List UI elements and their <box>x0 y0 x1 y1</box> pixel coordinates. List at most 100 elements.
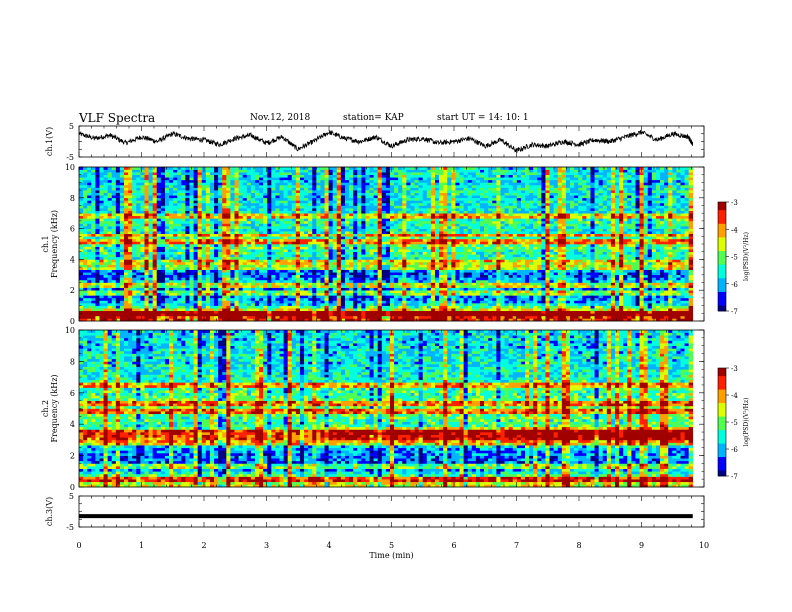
spectrogram-cell <box>87 316 91 319</box>
spectrogram-cell <box>345 303 349 306</box>
spectrogram-cell <box>243 290 247 293</box>
spectrogram-cell <box>112 295 116 298</box>
spectrogram-cell <box>357 308 361 311</box>
spectrogram-cell <box>525 295 529 298</box>
spectrogram-cell <box>247 303 251 306</box>
spectrogram-cell <box>361 308 365 311</box>
spectrogram-cell <box>451 316 455 319</box>
spectrogram-cell <box>230 311 234 314</box>
spectrogram-cell <box>157 300 161 303</box>
spectrogram-cell <box>222 311 226 314</box>
spectrogram-cell <box>99 306 103 309</box>
spectrogram-cell <box>136 306 140 309</box>
spectrogram-cell <box>468 298 472 301</box>
spectrogram-cell <box>333 293 337 296</box>
spectrogram-cell <box>545 308 549 311</box>
spectrogram-cell <box>341 298 345 301</box>
spectrogram-cell <box>668 306 672 309</box>
spectrogram-cell <box>460 308 464 311</box>
spectrogram-cell <box>644 303 648 306</box>
spectrogram-cell <box>357 316 361 319</box>
spectrogram-cell <box>644 298 648 301</box>
spectrogram-cell <box>284 293 288 296</box>
spectrogram-cell <box>419 313 423 316</box>
spectrogram-cell <box>206 313 210 316</box>
spectrogram-cell <box>590 311 594 314</box>
spectrogram-cell <box>439 300 443 303</box>
spectrogram-cell <box>500 293 504 296</box>
spectrogram-cell <box>410 298 414 301</box>
spectrogram-cell <box>230 306 234 309</box>
spectrogram-cell <box>631 300 635 303</box>
spectrogram-cell <box>337 313 341 316</box>
spectrogram-cell <box>460 316 464 319</box>
spectrogram-cell <box>157 298 161 301</box>
spectrogram-cell <box>439 293 443 296</box>
spectrogram-cell <box>443 306 447 309</box>
spectrogram-cell <box>263 298 267 301</box>
spectrogram-cell <box>447 298 451 301</box>
spectrogram-cell <box>95 316 99 319</box>
spectrogram-cell <box>365 308 369 311</box>
spectrogram-cell <box>128 306 132 309</box>
spectrogram-cell <box>198 295 202 298</box>
spectrogram-cell <box>648 298 652 301</box>
spectrogram-cell <box>128 308 132 311</box>
spectrogram-cell <box>402 311 406 314</box>
spectrogram-cell <box>361 313 365 316</box>
spectrogram-cell <box>406 293 410 296</box>
spectrogram-cell <box>177 306 181 309</box>
spectrogram-cell <box>312 298 316 301</box>
spectrogram-cell <box>488 290 492 293</box>
spectrogram-cell <box>341 300 345 303</box>
spectrogram-cell <box>521 306 525 309</box>
spectrogram-cell <box>189 316 193 319</box>
spectrogram-cell <box>345 311 349 314</box>
spectrogram-cell <box>202 308 206 311</box>
spectrogram-cell <box>370 290 374 293</box>
spectrogram-cell <box>267 313 271 316</box>
spectrogram-cell <box>468 303 472 306</box>
spectrogram-cell <box>214 313 218 316</box>
spectrogram-cell <box>550 316 554 319</box>
spectrogram-cell <box>144 290 148 293</box>
spectrogram-cell <box>361 311 365 314</box>
spectrogram-cell <box>230 300 234 303</box>
spectrogram-cell <box>672 316 676 319</box>
spectrogram-cell <box>390 316 394 319</box>
spectrogram-cell <box>541 298 545 301</box>
spectrogram-cell <box>410 290 414 293</box>
spectrogram-cell <box>234 316 238 319</box>
spectrogram-cell <box>177 293 181 296</box>
spectrogram-cell <box>263 295 267 298</box>
spectrogram-cell <box>243 303 247 306</box>
spectrogram-cell <box>439 303 443 306</box>
spectrogram-cell <box>582 300 586 303</box>
spectrogram-cell <box>267 306 271 309</box>
spectrogram-cell <box>431 298 435 301</box>
spectrogram-cell <box>341 316 345 319</box>
spectrogram-cell <box>415 298 419 301</box>
spectrogram-cell <box>83 313 87 316</box>
spectrogram-cell <box>648 313 652 316</box>
spectrogram-cell <box>484 300 488 303</box>
spectrogram-cell <box>431 316 435 319</box>
spectrogram-cell <box>566 311 570 314</box>
spectrogram-cell <box>128 303 132 306</box>
spectrogram-cell <box>586 313 590 316</box>
spectrogram-cell <box>365 303 369 306</box>
spectrogram-cell <box>447 303 451 306</box>
spectrogram-cell <box>435 313 439 316</box>
spectrogram-cell <box>664 298 668 301</box>
spectrogram-cell <box>312 290 316 293</box>
spectrogram-cell <box>234 295 238 298</box>
spectrogram-cell <box>149 293 153 296</box>
spectrogram-cell <box>144 303 148 306</box>
spectrogram-cell <box>194 303 198 306</box>
spectrogram-cell <box>288 298 292 301</box>
spectrogram-cell <box>652 306 656 309</box>
spectrogram-cell <box>329 306 333 309</box>
spectrogram-cell <box>132 303 136 306</box>
spectrogram-cell <box>415 316 419 319</box>
spectrogram-cell <box>668 316 672 319</box>
